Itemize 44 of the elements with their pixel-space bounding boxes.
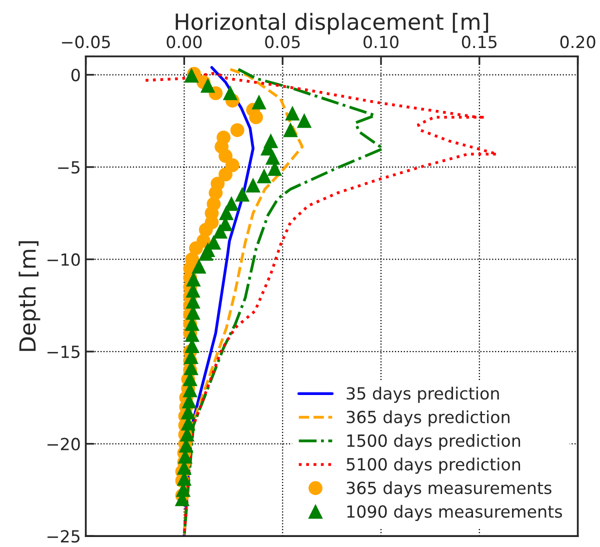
legend-label: 5100 days prediction [346,458,520,474]
point [218,167,232,182]
point [223,86,238,100]
y-tick-label: 0 [71,68,80,82]
x-axis-title: Horizontal displacement [m] [176,12,488,34]
legend-label: 365 days prediction [346,410,510,427]
point [208,186,223,200]
point [198,246,213,261]
legend-label: 365 days measurements [346,481,552,498]
point [200,78,215,93]
point [235,188,250,202]
point [189,241,203,256]
x-tick-label: 0.05 [265,36,300,48]
point [297,114,312,128]
x-tick-label: 0.20 [560,36,596,48]
y-axis-title: Depth [m] [18,241,40,351]
y-tick-label: −20 [48,438,80,450]
y-tick-label: −5 [58,161,80,174]
point [225,158,240,172]
point [186,272,200,287]
point [198,222,213,237]
x-tick-label: 0.00 [166,36,202,48]
x-tick-label: −0.05 [62,36,110,48]
point [284,123,298,138]
point [285,106,300,120]
x-tick-label: 0.15 [462,36,496,48]
point [184,68,198,83]
point [192,260,206,274]
y-tick-label: −15 [48,346,80,358]
point [230,123,244,138]
point [257,169,272,184]
point [252,96,266,110]
legend-label: 1090 days measurements [347,504,562,522]
x-tick-label: 0.10 [364,36,398,48]
y-tick-label: −10 [48,253,80,266]
legend-label: 1500 days prediction [347,434,520,450]
point [213,224,228,239]
point [266,150,280,165]
point [219,206,234,220]
point [249,110,263,124]
y-tick-label: −25 [48,530,80,543]
point [246,178,260,192]
point [218,149,232,163]
legend-label: 35 days prediction [346,386,499,403]
